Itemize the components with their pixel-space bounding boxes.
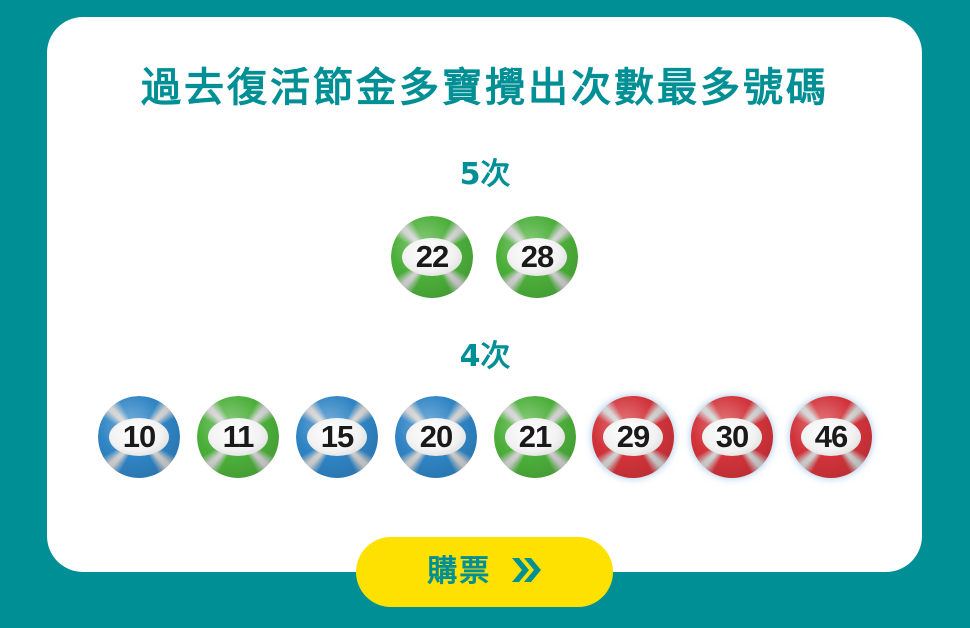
buy-ticket-button[interactable]: 購票 [356, 537, 613, 607]
lottery-ball: 10 [98, 396, 180, 478]
ball-number: 10 [109, 418, 169, 456]
double-chevron-right-icon [510, 537, 542, 607]
lottery-ball: 46 [790, 396, 872, 478]
buy-ticket-label: 購票 [427, 554, 492, 589]
lottery-ball: 11 [197, 396, 279, 478]
lottery-ball: 21 [494, 396, 576, 478]
ball-number: 46 [801, 418, 861, 456]
ball-number: 28 [507, 238, 567, 276]
ball-number: 20 [406, 418, 466, 456]
lottery-ball: 28 [496, 216, 578, 298]
page-title: 過去復活節金多寶攪出次數最多號碼 [141, 65, 829, 111]
ball-number: 11 [208, 418, 268, 456]
lottery-ball: 30 [691, 396, 773, 478]
lottery-ball: 15 [296, 396, 378, 478]
lottery-ball: 22 [391, 216, 473, 298]
ball-number: 21 [505, 418, 565, 456]
group-label-5: 5次 [459, 157, 511, 192]
ball-number: 30 [702, 418, 762, 456]
group-label-4: 4次 [459, 339, 511, 374]
ball-number: 29 [603, 418, 663, 456]
ball-number: 22 [402, 238, 462, 276]
lottery-ball: 20 [395, 396, 477, 478]
content-card [47, 17, 922, 572]
ball-number: 15 [307, 418, 367, 456]
lottery-ball: 29 [592, 396, 674, 478]
